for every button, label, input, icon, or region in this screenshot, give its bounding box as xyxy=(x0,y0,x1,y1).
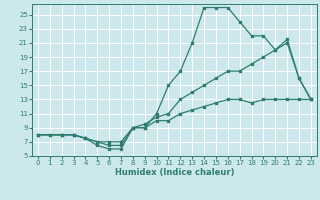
X-axis label: Humidex (Indice chaleur): Humidex (Indice chaleur) xyxy=(115,168,234,177)
